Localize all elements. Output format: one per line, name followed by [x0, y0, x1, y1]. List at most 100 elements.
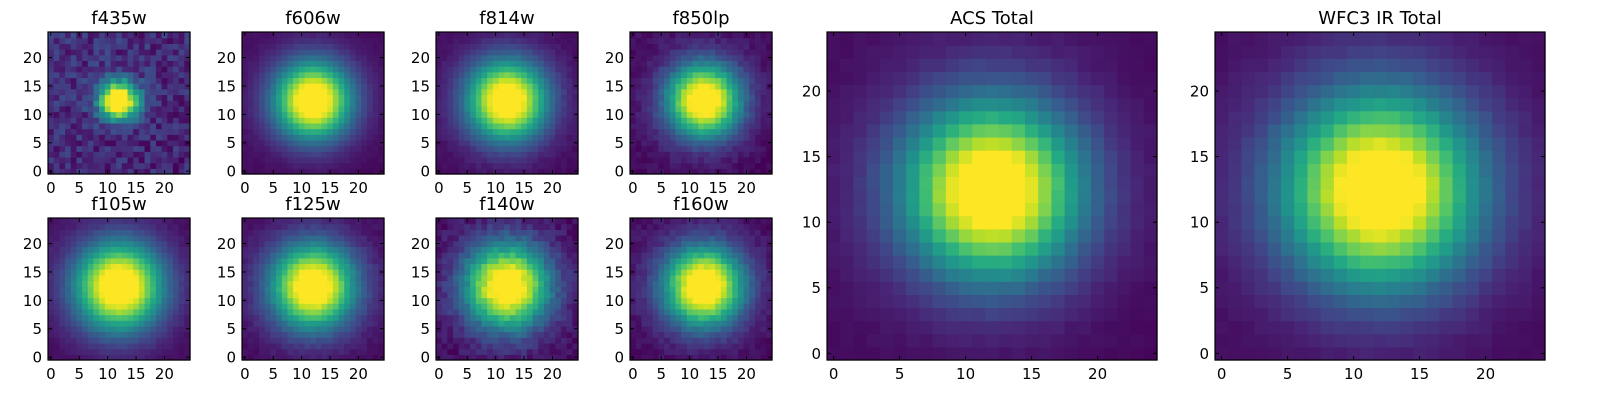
heatmap-cell	[276, 348, 283, 355]
heatmap-cell	[355, 331, 362, 338]
heatmap-cell	[65, 54, 72, 61]
heatmap-cell	[498, 325, 505, 333]
heatmap-cell	[161, 320, 168, 327]
heatmap-cell	[754, 162, 762, 169]
heatmap-cell	[349, 354, 357, 361]
heatmap-cell	[492, 252, 500, 259]
heatmap-cell	[532, 257, 539, 265]
heatmap-cell	[276, 280, 283, 287]
heatmap-cell	[184, 331, 191, 338]
heatmap-cell	[492, 100, 500, 107]
heatmap-cell	[664, 269, 671, 276]
heatmap-cell	[65, 100, 72, 107]
heatmap-cell	[53, 240, 60, 247]
heatmap-cell	[464, 100, 471, 107]
heatmap-cell	[487, 280, 494, 287]
heatmap-cell	[458, 280, 465, 287]
heatmap-cell	[116, 297, 123, 304]
heatmap-cell	[378, 252, 385, 259]
heatmap-cell	[127, 145, 134, 152]
heatmap-cell	[470, 291, 477, 299]
heatmap-cell	[372, 348, 379, 355]
heatmap-cell	[760, 308, 767, 316]
heatmap-cell	[264, 139, 271, 147]
heatmap-cell	[178, 71, 185, 79]
heatmap-cell	[70, 128, 77, 135]
heatmap-cell	[281, 320, 289, 327]
heatmap-cell	[315, 168, 323, 175]
heatmap-cell	[743, 337, 750, 344]
heatmap-cell	[167, 168, 174, 175]
heatmap-cell	[692, 77, 699, 84]
heatmap-cell	[287, 83, 294, 90]
heatmap-cell	[366, 100, 374, 107]
heatmap-cells	[436, 218, 579, 361]
heatmap-cell	[116, 151, 123, 158]
heatmap-cell	[526, 105, 534, 113]
heatmap-cell	[304, 88, 311, 96]
heatmap-cell	[59, 43, 66, 50]
heatmap-cell	[287, 151, 294, 158]
heatmap-cell	[127, 111, 134, 118]
heatmap-cell	[172, 342, 180, 350]
heatmap-cell	[709, 337, 716, 344]
heatmap-cell	[675, 325, 682, 333]
heatmap-cell	[178, 43, 185, 50]
heatmap-cell	[732, 37, 739, 44]
heatmap-cell	[281, 223, 289, 230]
heatmap-cell	[247, 37, 254, 44]
heatmap-cell	[127, 223, 134, 230]
heatmap-cell	[652, 168, 659, 175]
heatmap-cell	[681, 71, 688, 79]
heatmap-cell	[681, 320, 688, 327]
heatmap-cell	[378, 151, 385, 158]
heatmap-cell	[184, 252, 191, 259]
heatmap-cell	[59, 286, 66, 293]
heatmap-cell	[504, 348, 511, 355]
heatmap-cell	[281, 66, 289, 73]
heatmap-cell	[104, 151, 112, 158]
heatmap-cell	[327, 269, 334, 276]
heatmap-cell	[475, 331, 483, 338]
heatmap-cell	[344, 303, 351, 310]
heatmap-cell	[253, 263, 260, 270]
heatmap-cell	[121, 83, 129, 90]
heatmap-cell	[110, 100, 117, 107]
heatmap-cell	[344, 162, 351, 169]
heatmap-cell	[172, 111, 180, 118]
heatmap-cell	[133, 269, 140, 276]
heatmap-cell	[509, 145, 517, 152]
heatmap-cell	[715, 325, 722, 333]
heatmap-cell	[76, 100, 83, 107]
heatmap-cell	[338, 246, 345, 253]
heatmap-cell	[366, 252, 374, 259]
heatmap-cell	[127, 122, 134, 130]
heatmap-cell	[116, 331, 123, 338]
heatmap-cell	[453, 117, 460, 124]
heatmap-cell	[504, 235, 511, 242]
heatmap-cell	[121, 139, 129, 147]
heatmap-cell	[487, 83, 494, 90]
heatmap-cell	[487, 252, 494, 259]
heatmap-cell	[144, 162, 151, 169]
heatmap-cell	[338, 337, 345, 344]
heatmap-cell	[338, 320, 345, 327]
heatmap-cell	[167, 291, 174, 299]
heatmap-cell	[172, 303, 180, 310]
heatmap-cell	[543, 246, 551, 253]
heatmap-cell	[543, 325, 551, 333]
heatmap-cell	[93, 37, 100, 44]
heatmap-cell	[572, 128, 579, 135]
heatmap-cell	[453, 168, 460, 175]
heatmap-cell	[349, 105, 357, 113]
heatmap-cell	[310, 331, 317, 338]
heatmap-cell	[99, 162, 106, 169]
heatmap-cell	[732, 77, 739, 84]
heatmap-cell	[709, 168, 716, 175]
heatmap-cell	[293, 145, 300, 152]
heatmap-cell	[178, 145, 185, 152]
heatmap-cell	[144, 37, 151, 44]
heatmap-cell	[287, 218, 294, 225]
heatmap-cell	[70, 320, 77, 327]
heatmap-cell	[378, 145, 385, 152]
